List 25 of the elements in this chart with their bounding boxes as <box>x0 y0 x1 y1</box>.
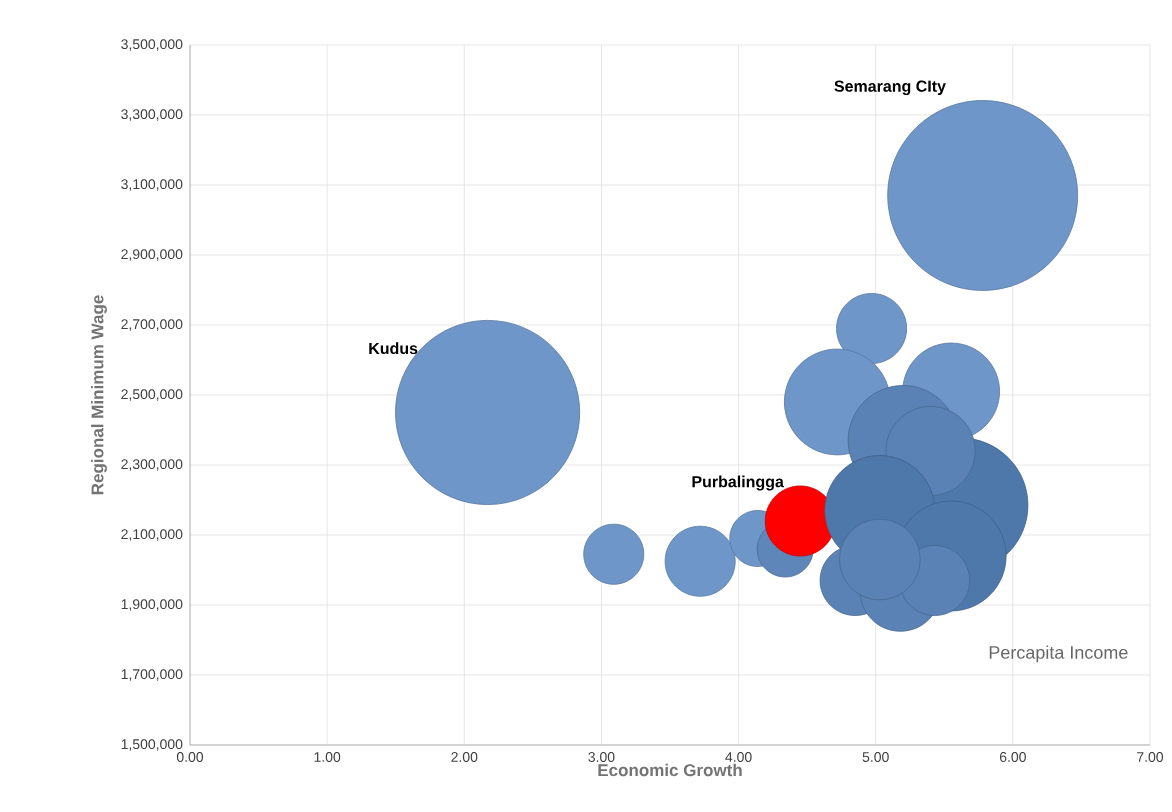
x-tick-label: 0.00 <box>176 752 204 762</box>
y-tick-label: 2,100,000 <box>121 529 183 541</box>
y-tick-label: 2,500,000 <box>121 389 183 401</box>
annotation: Semarang CIty <box>834 80 946 96</box>
y-tick-label: 2,700,000 <box>121 319 183 331</box>
x-tick-label: 7.00 <box>1137 752 1164 762</box>
y-axis-title: Regional Minimum Wage <box>91 295 107 495</box>
annotation: Kudus <box>369 342 418 355</box>
x-axis-title: Economic Growth <box>598 763 742 777</box>
x-tick-label: 4.00 <box>725 752 752 762</box>
y-tick-label: 2,300,000 <box>121 459 183 471</box>
x-tick-label: 1.00 <box>314 752 341 762</box>
x-tick-label: 3.00 <box>588 752 615 762</box>
annotation: Purbalingga <box>692 475 784 491</box>
x-tick-label: 5.00 <box>862 752 889 762</box>
x-tick-label: 2.00 <box>451 752 478 762</box>
y-tick-label: 3,100,000 <box>121 179 183 191</box>
x-tick-label: 6.00 <box>999 752 1026 762</box>
y-tick-label: 1,900,000 <box>121 599 183 611</box>
y-tick-label: 2,900,000 <box>121 249 183 261</box>
annotation: Percapita Income <box>989 645 1128 663</box>
y-tick-label: 3,300,000 <box>121 109 183 121</box>
y-tick-label: 1,700,000 <box>121 669 183 681</box>
y-tick-label: 3,500,000 <box>121 39 183 51</box>
y-tick-label: 1,500,000 <box>121 739 183 751</box>
